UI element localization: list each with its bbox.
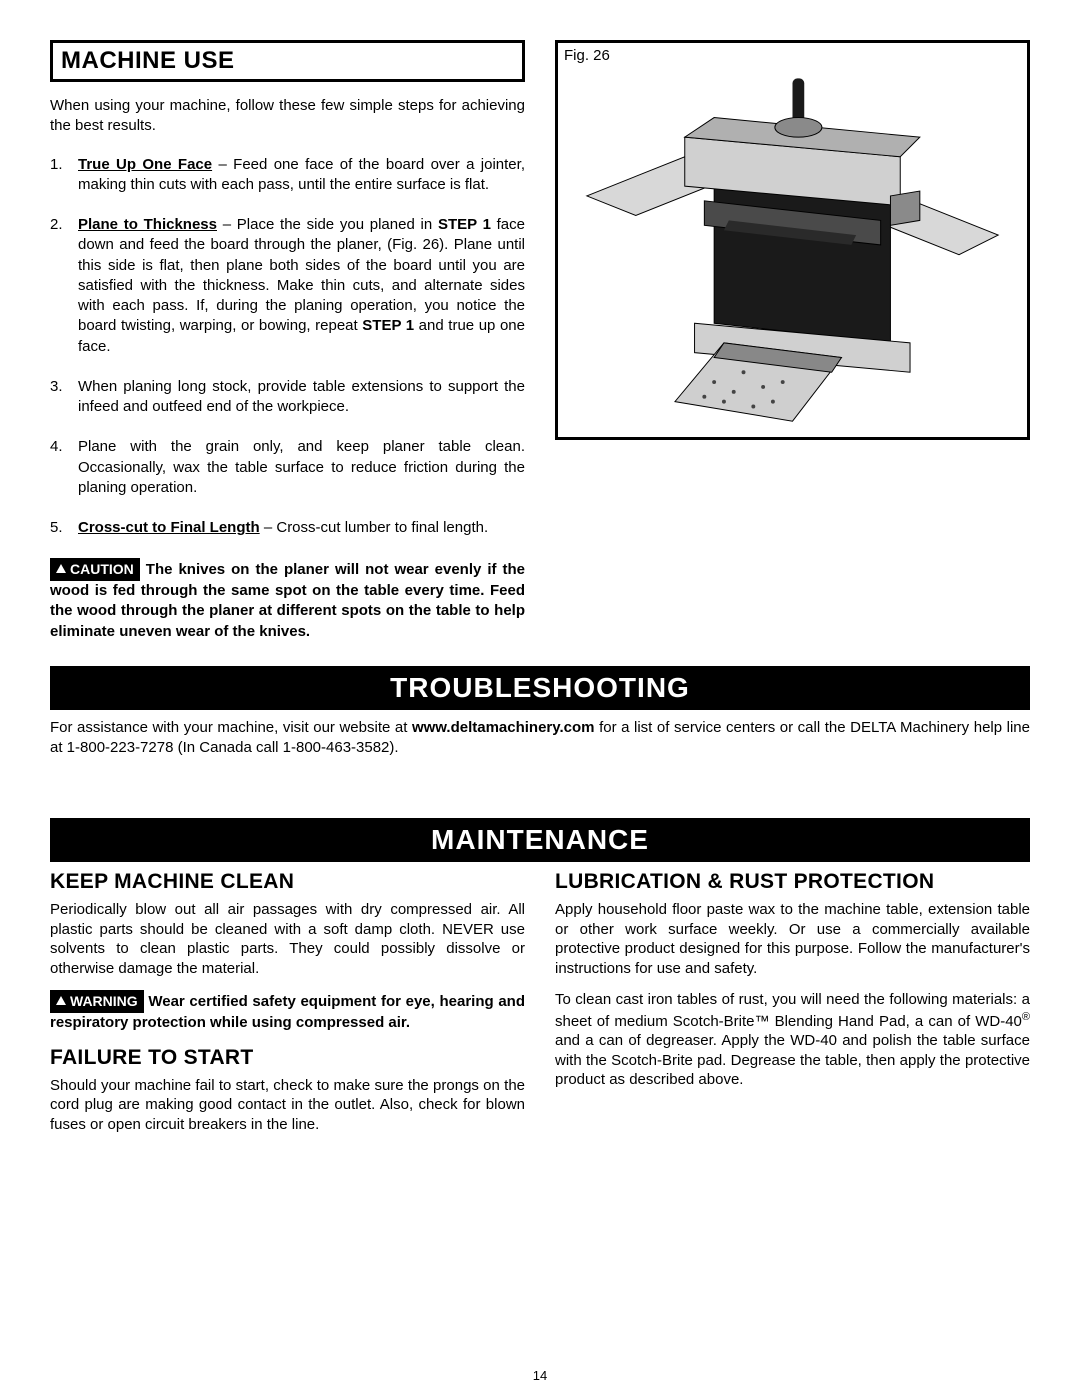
failure-text: Should your machine fail to start, check… [50, 1076, 525, 1135]
page-number: 14 [0, 1368, 1080, 1383]
website-url: www.deltamachinery.com [412, 719, 595, 736]
warning-triangle-icon [56, 564, 66, 573]
lube-text-1: Apply household floor paste wax to the m… [555, 900, 1030, 978]
caution-paragraph: CAUTION The knives on the planer will no… [50, 558, 525, 642]
figure-label: Fig. 26 [564, 47, 610, 64]
caution-badge: CAUTION [50, 558, 140, 581]
step-2: Plane to Thickness – Place the side you … [50, 215, 525, 357]
text-pre: For assistance with your machine, visit … [50, 719, 412, 736]
keep-clean-heading: KEEP MACHINE CLEAN [50, 870, 525, 894]
step-bold: STEP 1 [362, 317, 414, 334]
step-bold: STEP 1 [438, 216, 491, 233]
step-title: Plane to Thickness [78, 216, 217, 233]
machine-use-intro: When using your machine, follow these fe… [50, 96, 525, 137]
lube-heading: LUBRICATION & RUST PROTECTION [555, 870, 1030, 894]
failure-heading: FAILURE TO START [50, 1046, 525, 1070]
troubleshooting-heading: TROUBLESHOOTING [50, 666, 1030, 710]
planer-illustration [564, 49, 1021, 431]
keep-clean-text: Periodically blow out all air passages w… [50, 900, 525, 978]
step-body: Place the side you planed in [237, 216, 438, 233]
warning-badge: WARNING [50, 990, 144, 1013]
troubleshooting-text: For assistance with your machine, visit … [50, 718, 1030, 759]
step-title: Cross-cut to Final Length [78, 519, 260, 536]
lube-pre: To clean cast iron tables of rust, you w… [555, 991, 1030, 1030]
maintenance-heading: MAINTENANCE [50, 818, 1030, 862]
lube-post: and a can of degreaser. Apply the WD-40 … [555, 1032, 1030, 1088]
figure-26-box: Fig. 26 [555, 40, 1030, 440]
step-body: Cross-cut lumber to final length. [276, 519, 488, 536]
registered-mark: ® [1022, 1011, 1030, 1023]
lube-text-2: To clean cast iron tables of rust, you w… [555, 990, 1030, 1090]
step-dash: – [260, 519, 277, 536]
step-3: When planing long stock, provide table e… [50, 377, 525, 418]
step-body: When planing long stock, provide table e… [78, 378, 525, 415]
machine-use-steps: True Up One Face – Feed one face of the … [50, 155, 525, 539]
machine-use-heading: MACHINE USE [50, 40, 525, 82]
step-4: Plane with the grain only, and keep plan… [50, 437, 525, 498]
step-dash: – [212, 156, 233, 173]
caution-label: CAUTION [70, 560, 134, 579]
step-title: True Up One Face [78, 156, 212, 173]
warning-paragraph: WARNING Wear certified safety equipment … [50, 990, 525, 1033]
warning-triangle-icon [56, 996, 66, 1005]
warning-label: WARNING [70, 992, 138, 1011]
step-dash: – [217, 216, 237, 233]
step-1: True Up One Face – Feed one face of the … [50, 155, 525, 196]
step-body: Plane with the grain only, and keep plan… [78, 438, 525, 496]
step-5: Cross-cut to Final Length – Cross-cut lu… [50, 518, 525, 538]
